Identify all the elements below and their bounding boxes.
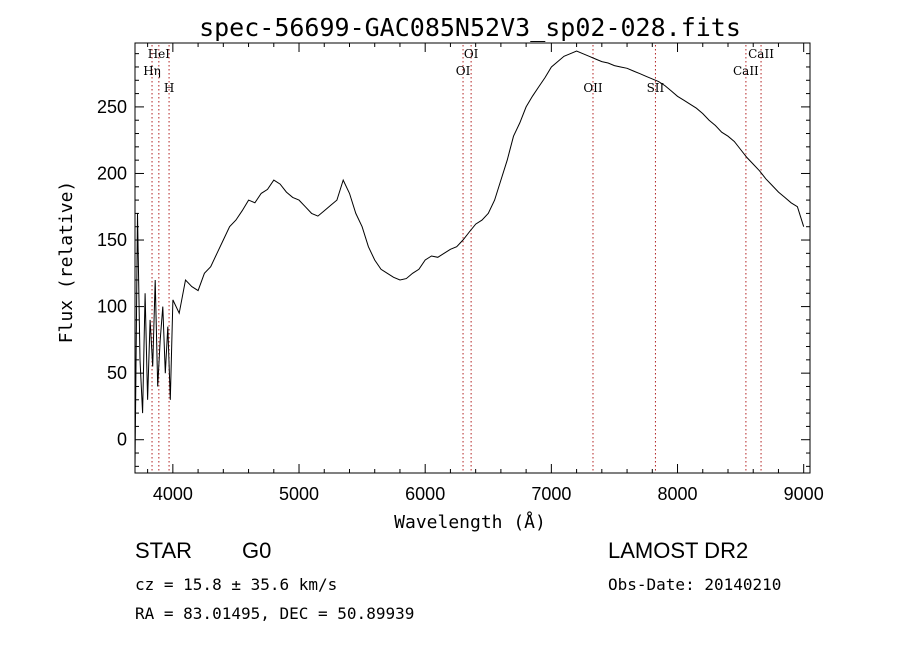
marker-label: Hη (143, 64, 161, 78)
y-tick-label: 100 (97, 297, 127, 317)
observation-date: Obs-Date: 20140210 (608, 575, 781, 594)
y-axis-ticks: 0 50 100 150 200 250 (97, 53, 810, 467)
survey-name: LAMOST DR2 (608, 538, 748, 563)
plot-frame (134, 42, 811, 474)
x-tick-label: 7000 (531, 484, 571, 504)
y-tick-label: 0 (117, 430, 127, 450)
marker-label: HeI (148, 47, 171, 61)
y-tick-label: 200 (97, 163, 127, 183)
marker-label: SII (647, 81, 665, 95)
emission-line-markers: HeI HηH OI OI OII SII CaII CaII (143, 45, 774, 473)
chart-title: spec-56699-GAC085N52V3_sp02-028.fits (199, 13, 741, 42)
x-axis-ticks: 4000 5000 6000 7000 8000 9000 (147, 43, 824, 504)
x-tick-label: 9000 (784, 484, 824, 504)
marker-label: OI (464, 47, 479, 61)
y-tick-label: 150 (97, 230, 127, 250)
coordinates-text: RA = 83.01495, DEC = 50.89939 (135, 604, 414, 623)
y-axis-label: Flux (relative) (56, 181, 77, 344)
x-axis-label: Wavelength (Å) (394, 511, 546, 533)
x-tick-label: 5000 (279, 484, 319, 504)
object-subclass: G0 (242, 538, 271, 563)
marker-label: CaII (733, 64, 759, 78)
x-tick-label: 6000 (405, 484, 445, 504)
x-tick-label: 4000 (153, 484, 193, 504)
x-tick-label: 8000 (657, 484, 697, 504)
y-tick-label: 50 (107, 363, 127, 383)
marker-label: H (164, 81, 174, 95)
y-tick-label: 250 (97, 97, 127, 117)
spectrum-line (134, 50, 805, 467)
marker-label: CaII (748, 47, 774, 61)
redshift-text: cz = 15.8 ± 35.6 km/s (135, 575, 337, 594)
object-class: STAR (135, 538, 192, 563)
marker-label: OI (456, 64, 471, 78)
marker-label: OII (583, 81, 603, 95)
